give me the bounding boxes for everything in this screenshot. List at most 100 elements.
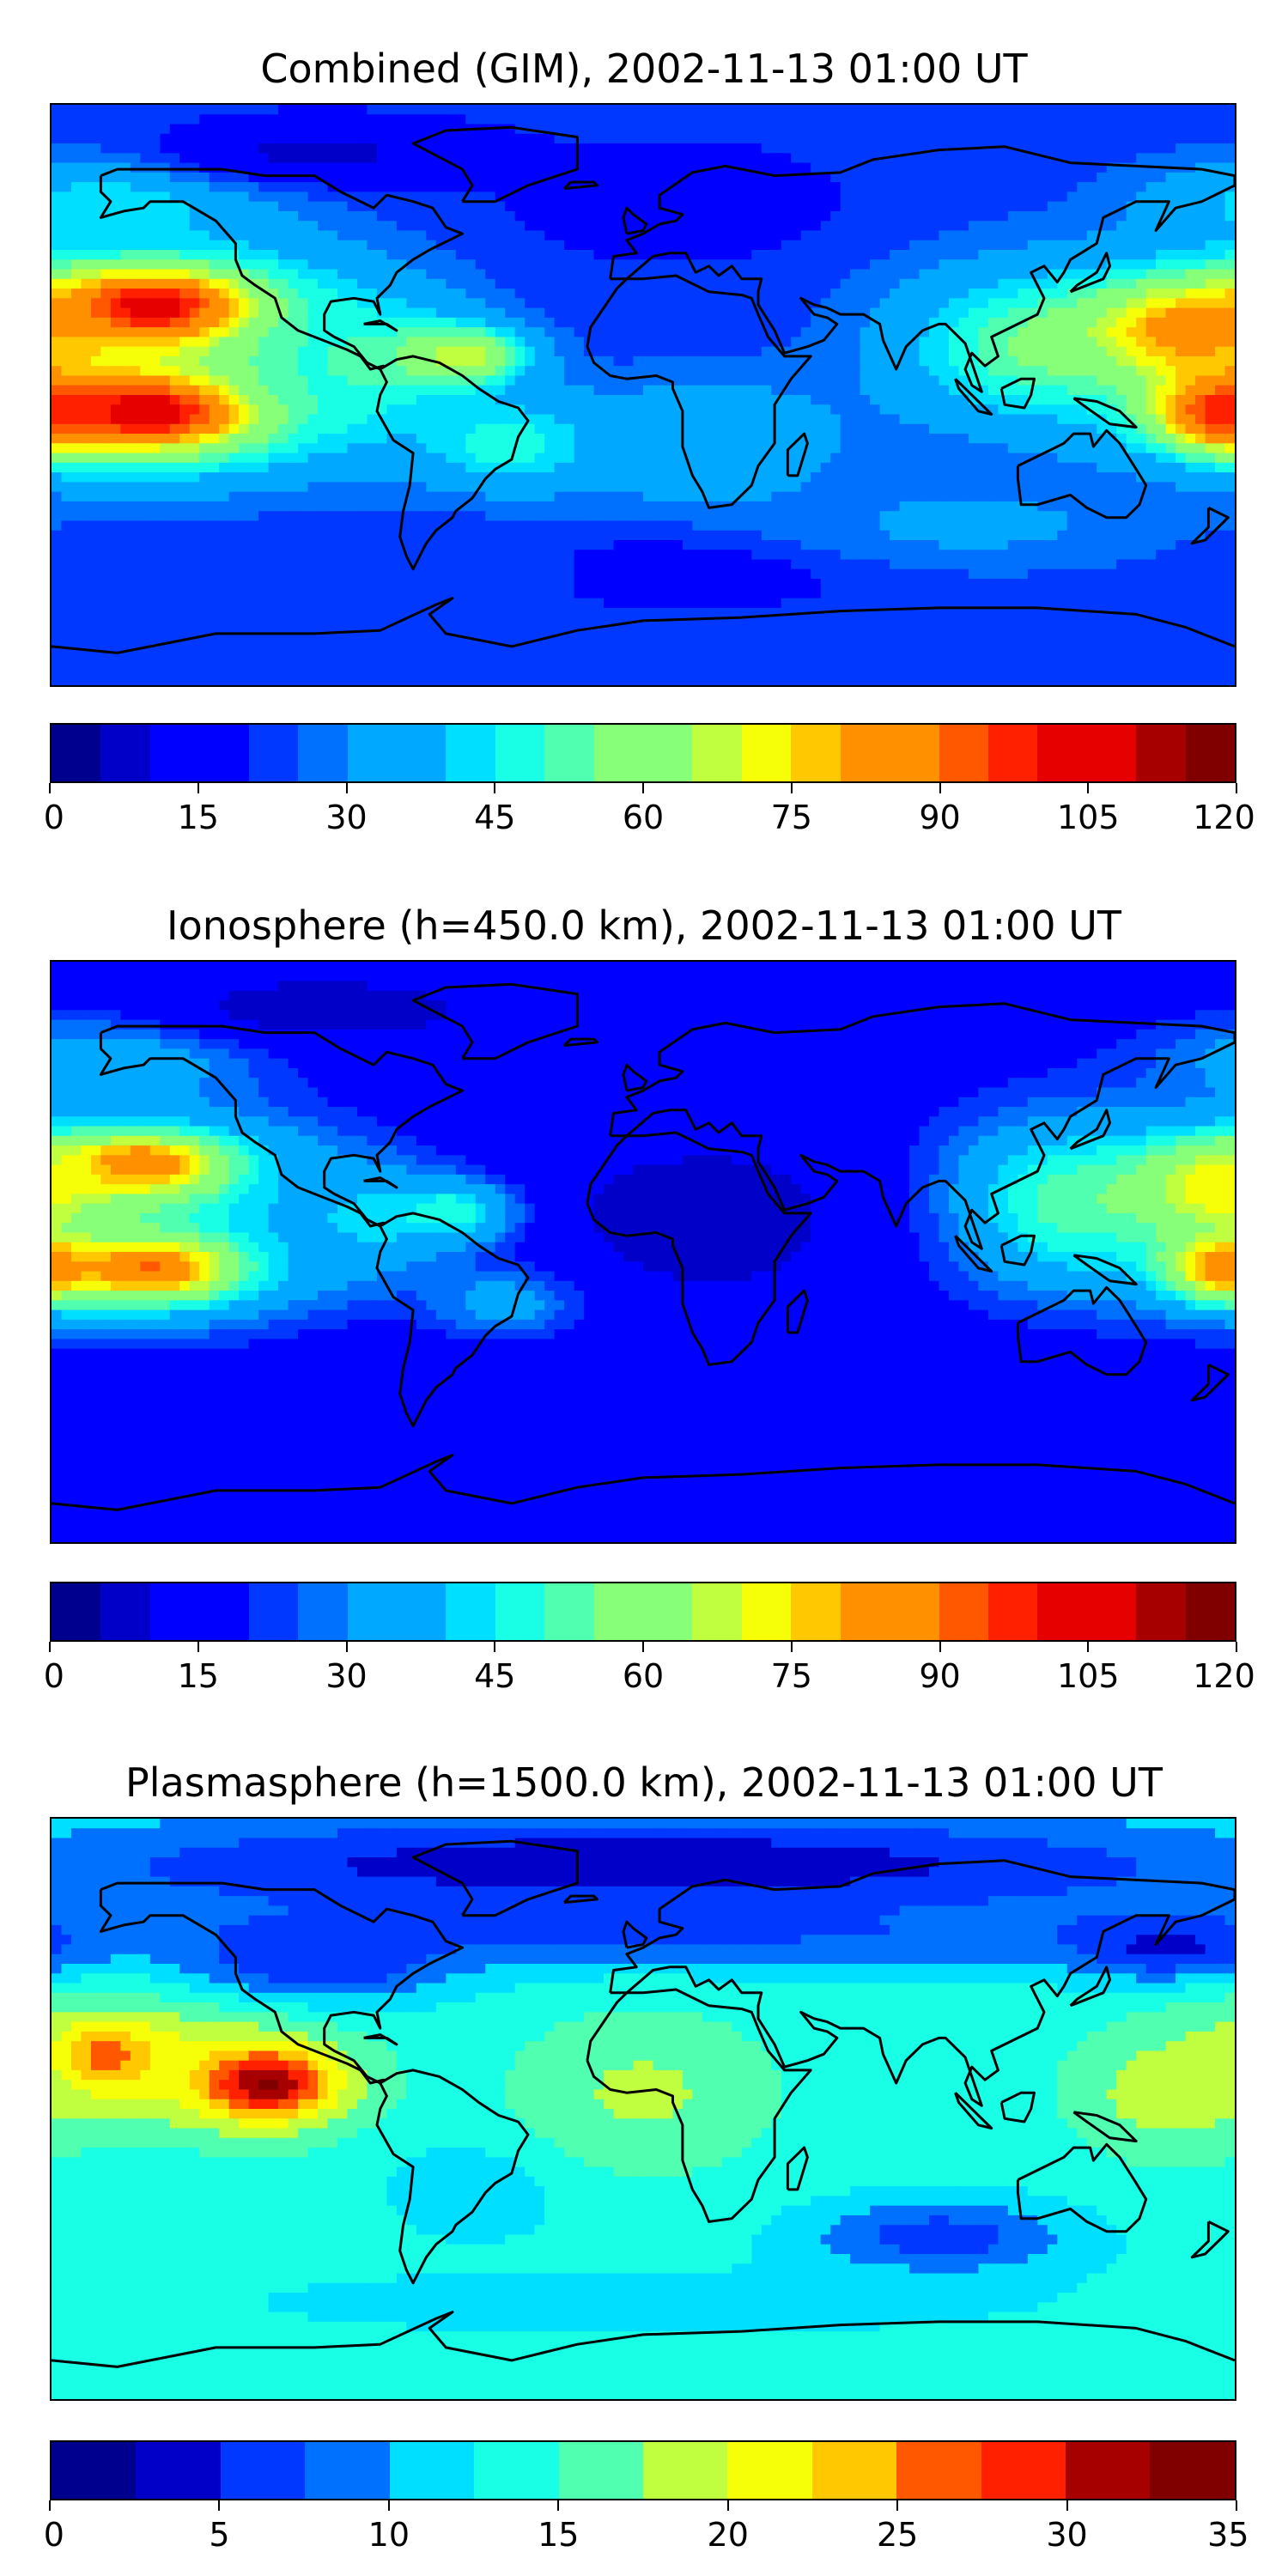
- heatmap-cell: [495, 453, 506, 464]
- heatmap-cell: [179, 289, 191, 299]
- heatmap-cell: [968, 434, 980, 444]
- heatmap-cell: [61, 375, 72, 386]
- heatmap-cell: [929, 172, 940, 183]
- heatmap-cell: [732, 423, 743, 434]
- heatmap-cell: [376, 472, 388, 483]
- heatmap-cell: [1165, 443, 1176, 454]
- heatmap-cell: [998, 472, 1009, 483]
- heatmap-cell: [544, 327, 556, 337]
- heatmap-cell: [396, 434, 407, 444]
- heatmap-cell: [52, 462, 63, 473]
- heatmap-cell: [495, 346, 506, 357]
- heatmap-cell: [890, 346, 901, 357]
- heatmap-cell: [100, 143, 112, 154]
- heatmap-cell: [258, 453, 270, 464]
- heatmap-cell: [1126, 259, 1137, 270]
- heatmap-cell: [574, 346, 585, 357]
- heatmap-cell: [327, 230, 338, 241]
- heatmap-cell: [544, 191, 556, 203]
- heatmap-cell: [1195, 289, 1206, 299]
- heatmap-cell: [939, 114, 950, 125]
- heatmap-cell: [149, 414, 161, 425]
- heatmap-cell: [1097, 443, 1108, 454]
- heatmap-cell: [643, 143, 654, 154]
- heatmap-cell: [120, 385, 131, 396]
- heatmap-cell: [1018, 453, 1029, 464]
- heatmap-cell: [899, 191, 910, 203]
- heatmap-cell: [682, 278, 694, 289]
- heatmap-cell: [1145, 182, 1157, 192]
- heatmap-cell: [682, 307, 694, 319]
- heatmap-cell: [1145, 355, 1157, 367]
- heatmap-cell: [791, 240, 802, 251]
- heatmap-cell: [1145, 375, 1157, 386]
- heatmap-cell: [485, 201, 496, 212]
- heatmap-cell: [948, 307, 960, 319]
- heatmap-cell: [1077, 210, 1088, 222]
- heatmap-cell: [1037, 143, 1048, 154]
- heatmap-cell: [623, 482, 635, 493]
- heatmap-cell: [52, 210, 63, 222]
- heatmap-cell: [860, 414, 871, 425]
- heatmap-cell: [446, 453, 457, 464]
- heatmap-cell: [100, 327, 112, 337]
- heatmap-cell: [604, 327, 615, 337]
- heatmap-cell: [1165, 289, 1176, 299]
- heatmap-cell: [337, 153, 349, 164]
- heatmap-cell: [1176, 114, 1187, 125]
- heatmap-cell: [228, 375, 240, 386]
- heatmap-cell: [149, 453, 161, 464]
- heatmap-cell: [870, 462, 881, 473]
- heatmap-cell: [662, 162, 674, 173]
- heatmap-cell: [525, 472, 536, 483]
- heatmap-cell: [800, 162, 811, 173]
- heatmap-cell: [771, 191, 782, 203]
- heatmap-cell: [1156, 462, 1167, 473]
- heatmap-cell: [761, 453, 772, 464]
- heatmap-cell: [1066, 404, 1078, 416]
- heatmap-cell: [318, 210, 329, 222]
- heatmap-cell: [929, 221, 940, 232]
- heatmap-cell: [811, 143, 822, 154]
- heatmap-cell: [840, 298, 851, 309]
- heatmap-cell: [140, 395, 151, 405]
- heatmap-cell: [1037, 210, 1048, 222]
- heatmap-cell: [633, 385, 644, 396]
- heatmap-cell: [189, 298, 200, 309]
- heatmap-cell: [140, 105, 151, 115]
- heatmap-cell: [1018, 423, 1029, 434]
- heatmap-cell: [1047, 143, 1058, 154]
- heatmap-cell: [584, 230, 595, 241]
- heatmap-cell: [1176, 143, 1187, 154]
- heatmap-cell: [1185, 395, 1196, 405]
- heatmap-cell: [120, 289, 131, 299]
- heatmap-cell: [514, 346, 526, 357]
- heatmap-cell: [909, 289, 920, 299]
- heatmap-cell: [258, 298, 270, 309]
- heatmap-cell: [446, 153, 457, 164]
- heatmap-cell: [367, 114, 378, 125]
- heatmap-cell: [347, 221, 358, 232]
- heatmap-cell: [633, 462, 644, 473]
- heatmap-cell: [209, 501, 220, 512]
- heatmap-cell: [1205, 385, 1216, 396]
- heatmap-cell: [376, 395, 388, 405]
- heatmap-cell: [327, 210, 338, 222]
- heatmap-cell: [446, 337, 457, 348]
- heatmap-cell: [52, 317, 63, 328]
- heatmap-cell: [337, 124, 349, 135]
- heatmap-cell: [1116, 366, 1127, 377]
- heatmap-cell: [741, 395, 752, 405]
- heatmap-cell: [426, 191, 437, 203]
- heatmap-cell: [623, 423, 635, 434]
- heatmap-cell: [593, 375, 605, 386]
- heatmap-cell: [968, 395, 980, 405]
- heatmap-cell: [968, 346, 980, 357]
- heatmap-cell: [130, 327, 141, 337]
- heatmap-cell: [495, 278, 506, 289]
- heatmap-cell: [495, 414, 506, 425]
- heatmap-cell: [426, 414, 437, 425]
- heatmap-cell: [219, 414, 230, 425]
- heatmap-cell: [1185, 210, 1196, 222]
- heatmap-cell: [298, 105, 309, 115]
